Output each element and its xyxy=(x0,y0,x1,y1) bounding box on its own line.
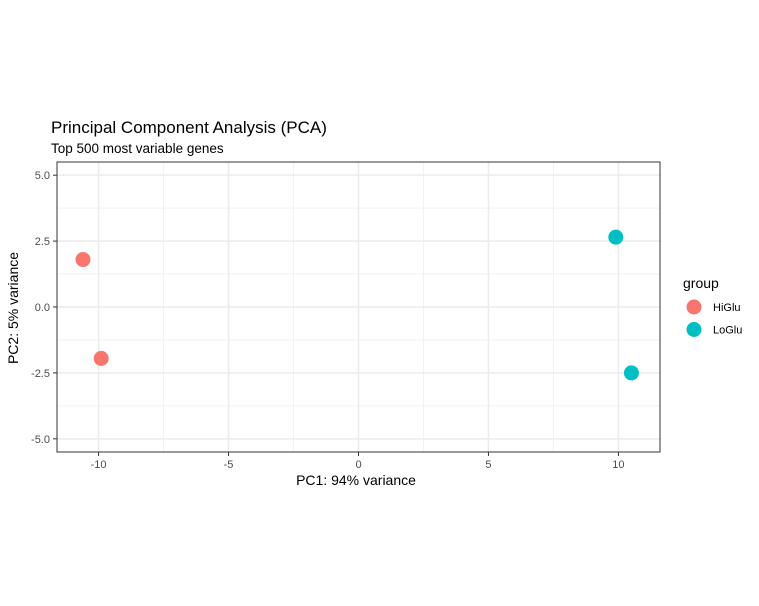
data-point-loglu xyxy=(608,229,624,245)
y-axis-title: PC2: 5% variance xyxy=(5,252,21,364)
data-point-higlu xyxy=(93,350,109,366)
y-tick-label: -5.0 xyxy=(31,434,50,446)
legend-key-loglu xyxy=(686,322,702,337)
chart-title: Principal Component Analysis (PCA) xyxy=(51,118,327,137)
x-axis-title: PC1: 94% variance xyxy=(296,472,416,488)
legend: group HiGlu LoGlu xyxy=(683,275,742,337)
x-tick-label: 0 xyxy=(355,459,361,471)
x-tick-label: -10 xyxy=(91,459,107,471)
x-tick-label: 10 xyxy=(612,459,624,471)
y-tick-label: -2.5 xyxy=(31,368,50,380)
y-tick-label: 5.0 xyxy=(35,170,50,182)
legend-label-loglu: LoGlu xyxy=(713,325,742,337)
x-tick-label: 5 xyxy=(485,459,491,471)
x-tick-label: -5 xyxy=(224,459,234,471)
data-point-loglu xyxy=(623,365,639,381)
legend-label-higlu: HiGlu xyxy=(713,302,741,314)
data-point-higlu xyxy=(75,252,91,268)
y-tick-label: 0.0 xyxy=(35,302,50,314)
chart-subtitle: Top 500 most variable genes xyxy=(51,141,224,156)
y-tick-label: 2.5 xyxy=(35,236,50,248)
legend-title: group xyxy=(683,275,719,291)
plot-area: -10 -5 0 5 10 5.0 2.5 0.0 -2.5 -5.0 xyxy=(31,161,661,471)
legend-key-higlu xyxy=(686,299,702,315)
